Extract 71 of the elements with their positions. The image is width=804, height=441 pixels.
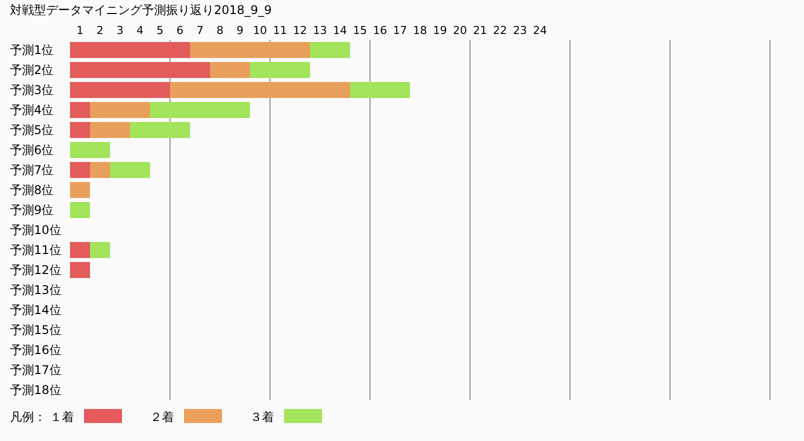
bar bbox=[170, 82, 350, 98]
bar bbox=[70, 202, 90, 218]
y-tick-label: 予測18位 bbox=[10, 383, 62, 397]
y-tick-label: 予測13位 bbox=[10, 283, 62, 297]
x-tick-label: 3 bbox=[116, 24, 124, 37]
bar bbox=[90, 122, 130, 138]
bar bbox=[190, 42, 310, 58]
y-tick-label: 予測4位 bbox=[10, 103, 54, 117]
legend-label: ３着 bbox=[250, 410, 274, 424]
x-tick-label: 22 bbox=[493, 24, 507, 37]
bar bbox=[70, 62, 210, 78]
x-tick-label: 4 bbox=[136, 24, 144, 37]
y-tick-label: 予測10位 bbox=[10, 223, 62, 237]
bar bbox=[70, 42, 190, 58]
x-tick-label: 11 bbox=[273, 24, 287, 37]
bar bbox=[150, 102, 250, 118]
bar bbox=[70, 82, 170, 98]
bar bbox=[90, 162, 110, 178]
y-tick-label: 予測2位 bbox=[10, 63, 54, 77]
x-tick-label: 21 bbox=[473, 24, 487, 37]
y-tick-label: 予測12位 bbox=[10, 263, 62, 277]
bar bbox=[250, 62, 310, 78]
y-tick-label: 予測5位 bbox=[10, 123, 54, 137]
x-tick-label: 23 bbox=[513, 24, 527, 37]
legend-label: １着 bbox=[50, 410, 74, 424]
chart-title: 対戦型データマイニング予測振り返り2018_9_9 bbox=[10, 3, 272, 17]
x-tick-label: 7 bbox=[196, 24, 204, 37]
x-tick-label: 13 bbox=[313, 24, 327, 37]
bar bbox=[70, 142, 110, 158]
y-tick-label: 予測3位 bbox=[10, 83, 54, 97]
y-tick-label: 予測17位 bbox=[10, 363, 62, 377]
y-tick-label: 予測11位 bbox=[10, 243, 62, 257]
x-tick-label: 14 bbox=[333, 24, 347, 37]
bar bbox=[210, 62, 250, 78]
bar bbox=[70, 242, 90, 258]
bar bbox=[70, 162, 90, 178]
bar bbox=[90, 242, 110, 258]
x-tick-label: 20 bbox=[453, 24, 467, 37]
bar bbox=[350, 82, 410, 98]
y-tick-label: 予測9位 bbox=[10, 203, 54, 217]
y-tick-label: 予測14位 bbox=[10, 303, 62, 317]
x-tick-label: 12 bbox=[293, 24, 307, 37]
x-tick-label: 2 bbox=[96, 24, 104, 37]
bar bbox=[310, 42, 350, 58]
x-tick-label: 17 bbox=[393, 24, 407, 37]
bar bbox=[70, 102, 90, 118]
y-tick-label: 予測16位 bbox=[10, 343, 62, 357]
x-tick-label: 10 bbox=[253, 24, 267, 37]
bar bbox=[70, 182, 90, 198]
bar bbox=[70, 262, 90, 278]
bar bbox=[70, 122, 90, 138]
legend-label: ２着 bbox=[150, 410, 174, 424]
x-tick-label: 24 bbox=[533, 24, 547, 37]
y-tick-label: 予測8位 bbox=[10, 183, 54, 197]
y-tick-label: 予測1位 bbox=[10, 43, 54, 57]
bar bbox=[130, 122, 190, 138]
x-tick-label: 1 bbox=[76, 24, 84, 37]
x-tick-label: 8 bbox=[216, 24, 224, 37]
y-tick-label: 予測15位 bbox=[10, 323, 62, 337]
legend-title: 凡例： bbox=[10, 410, 46, 424]
bar bbox=[90, 102, 150, 118]
x-tick-label: 18 bbox=[413, 24, 427, 37]
x-tick-label: 19 bbox=[433, 24, 447, 37]
x-tick-label: 15 bbox=[353, 24, 367, 37]
y-tick-label: 予測7位 bbox=[10, 163, 54, 177]
x-tick-label: 6 bbox=[176, 24, 184, 37]
x-tick-label: 5 bbox=[156, 24, 164, 37]
y-tick-label: 予測6位 bbox=[10, 143, 54, 157]
x-tick-label: 16 bbox=[373, 24, 387, 37]
bar bbox=[110, 162, 150, 178]
x-tick-label: 9 bbox=[236, 24, 244, 37]
